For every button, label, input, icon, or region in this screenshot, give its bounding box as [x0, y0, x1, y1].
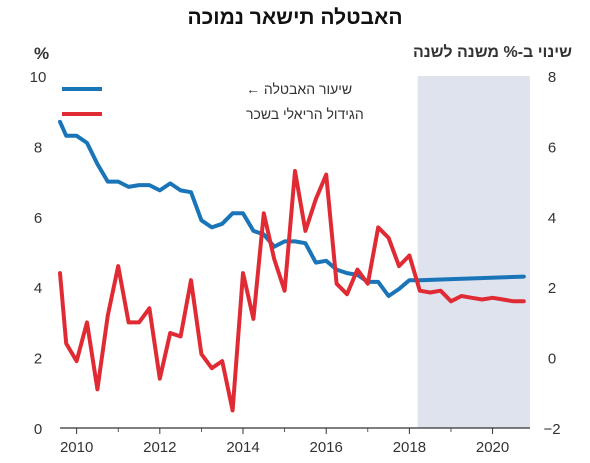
- right-tick-label: −2: [543, 421, 560, 438]
- left-tick-label: 10: [30, 69, 47, 86]
- left-tick-label: 6: [34, 210, 42, 227]
- right-tick-label: 8: [548, 69, 556, 86]
- left-axis-unit: %: [34, 44, 50, 63]
- right-tick-label: 2: [548, 280, 556, 297]
- left-tick-label: 2: [34, 351, 42, 368]
- x-tick-label: 2012: [143, 439, 176, 456]
- right-axis-unit: שינוי ב-% משנה לשנה: [412, 44, 572, 61]
- x-tick-label: 2018: [393, 439, 426, 456]
- left-tick-label: 4: [34, 280, 42, 297]
- chart-title: האבטלה תישאר נמוכה: [187, 6, 403, 29]
- series-line-real-wage-growth: [58, 169, 526, 413]
- right-tick-label: 4: [548, 210, 556, 227]
- legend-label-unemployment: שיעור האבטלה ←: [246, 81, 352, 97]
- left-tick-label: 8: [34, 139, 42, 156]
- x-tick-label: 2010: [60, 439, 93, 456]
- right-tick-label: 0: [548, 351, 556, 368]
- legend-label-real-wage-growth: הגידול הריאלי בשכר: [246, 106, 364, 122]
- x-tick-label: 2016: [310, 439, 343, 456]
- right-tick-label: 6: [548, 139, 556, 156]
- x-tick-label: 2014: [226, 439, 259, 456]
- forecast-shading: [417, 76, 530, 428]
- left-tick-label: 0: [34, 421, 42, 438]
- x-tick-label: 2020: [476, 439, 509, 456]
